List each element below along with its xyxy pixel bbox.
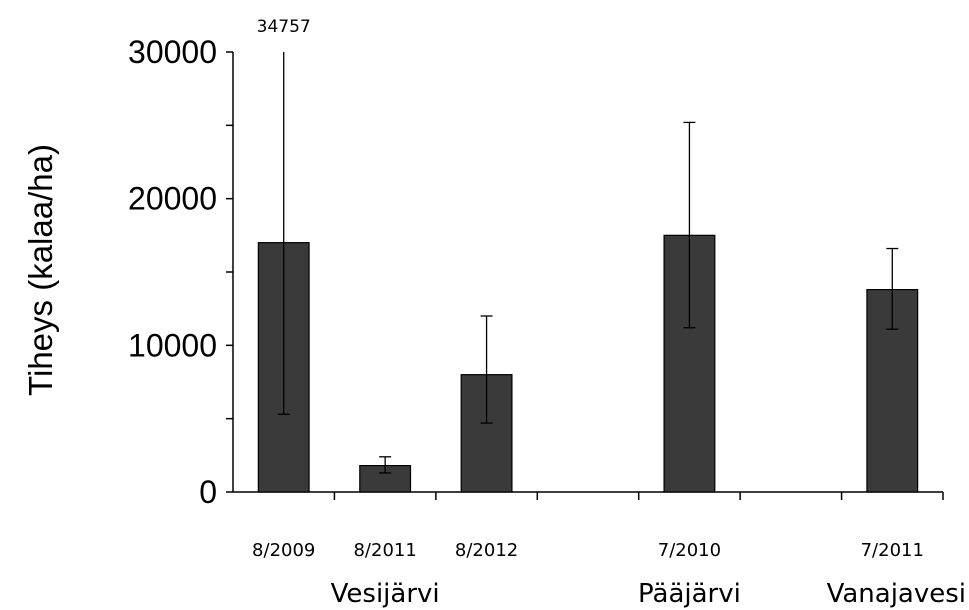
x-tick-label: 8/2011 [353, 540, 416, 561]
y-tick-label: 0 [199, 474, 217, 510]
x-tick-label: 8/2009 [252, 540, 315, 561]
group-label: Vanajavesi [827, 579, 966, 609]
x-tick-label: 7/2011 [861, 540, 924, 561]
x-tick-label: 7/2010 [658, 540, 721, 561]
bar [460, 374, 513, 493]
axes [232, 52, 944, 500]
group-labels: Vesijärvi Pääjärvi Vanajavesi [331, 579, 966, 609]
annotations: 34757 [257, 17, 311, 37]
y-axis-label: Tiheys (kalaa/ha) [22, 144, 59, 396]
group-label: Vesijärvi [331, 579, 440, 609]
error-bars [277, 52, 899, 474]
y-tick-label: 20000 [128, 181, 217, 217]
bars [257, 234, 919, 493]
annotation-label: 34757 [257, 17, 311, 37]
y-tick-label: 30000 [128, 34, 217, 70]
x-tick-label: 8/2012 [455, 540, 518, 561]
y-tick-label: 10000 [128, 327, 217, 363]
group-label: Pääjärvi [638, 579, 741, 609]
y-ticks: 0 10000 20000 30000 [128, 34, 233, 510]
x-tick-labels: 8/2009 8/2011 8/2012 7/2010 7/2011 [252, 540, 924, 561]
